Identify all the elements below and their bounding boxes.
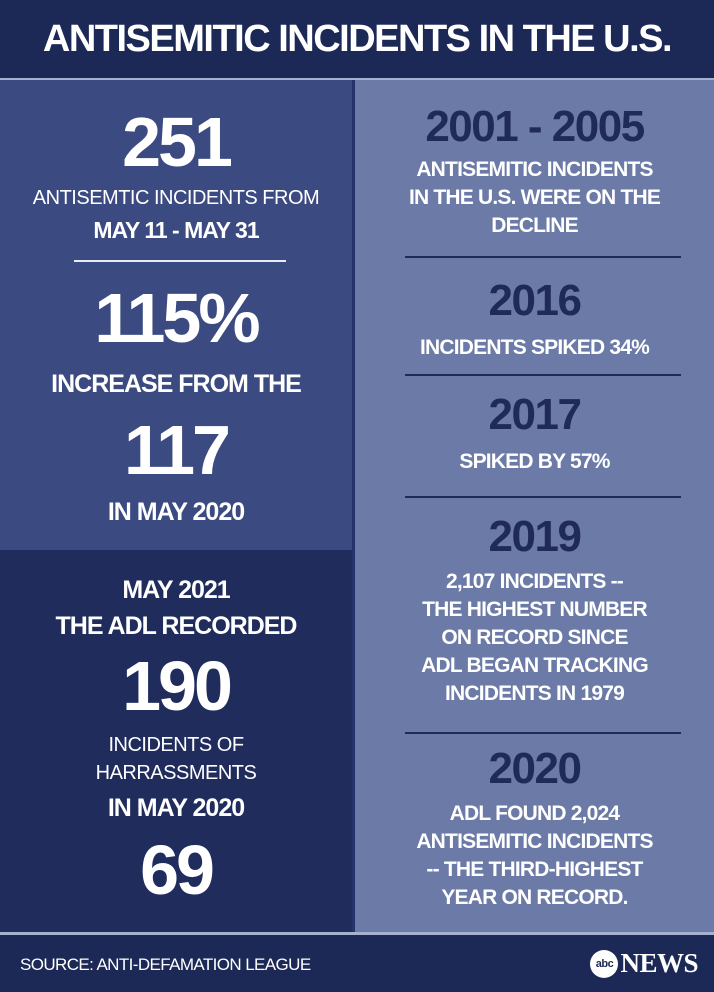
stat-divider: [74, 260, 286, 262]
abc-logo-icon: abc: [590, 949, 619, 978]
timeline-line: DECLINE: [491, 214, 578, 237]
header-divider: [0, 78, 714, 80]
timeline-year: 2019: [488, 512, 582, 561]
timeline-line: ADL FOUND 2,024: [449, 802, 620, 825]
page-title: ANTISEMITIC INCIDENTS IN THE U.S.: [42, 17, 673, 60]
timeline-year: 2016: [488, 276, 582, 325]
timeline-divider: [405, 256, 681, 258]
left-bottom-panel: MAY 2021 THE ADL RECORDED 190 INCIDENTS …: [0, 550, 352, 932]
news-wordmark: NEWS: [620, 948, 698, 978]
stat-251: 251: [122, 103, 233, 181]
stat-69: 69: [140, 831, 215, 909]
timeline-description: 2,107 INCIDENTS -- THE HIGHEST NUMBER ON…: [355, 568, 714, 708]
timeline-item: 2001 - 2005 ANTISEMITIC INCIDENTS IN THE…: [355, 102, 714, 240]
timeline-line: ANTISEMITIC INCIDENTS: [416, 158, 653, 181]
stat-115-percent: 115%: [94, 279, 260, 357]
timeline-divider: [405, 732, 681, 734]
in-may-2020-label: IN MAY 2020: [107, 794, 245, 822]
timeline-line: ANTISEMITIC INCIDENTS: [416, 830, 653, 853]
timeline-year: 2001 - 2005: [425, 102, 645, 151]
timeline-description: SPIKED BY 57%: [355, 448, 714, 476]
source-credit: SOURCE: ANTI-DEFAMATION LEAGUE: [20, 955, 311, 974]
timeline-line: SPIKED BY 57%: [459, 450, 610, 473]
timeline-line: ON RECORD SINCE: [441, 626, 628, 649]
timeline-description: ADL FOUND 2,024 ANTISEMITIC INCIDENTS --…: [355, 800, 714, 912]
timeline-year: 2020: [488, 744, 582, 793]
timeline-item: 2019 2,107 INCIDENTS -- THE HIGHEST NUMB…: [355, 512, 714, 708]
timeline-line: ADL BEGAN TRACKING: [421, 654, 649, 677]
timeline-description: ANTISEMITIC INCIDENTS IN THE U.S. WERE O…: [355, 156, 714, 240]
may-2021-heading: MAY 2021: [122, 576, 230, 604]
header-bar: ANTISEMITIC INCIDENTS IN THE U.S.: [0, 0, 714, 78]
stat-190: 190: [122, 647, 233, 725]
timeline-line: 2,107 INCIDENTS --: [446, 570, 624, 593]
timeline-divider: [405, 374, 681, 376]
stat-117-caption: IN MAY 2020: [107, 498, 245, 526]
timeline-line: -- THE THIRD-HIGHEST: [426, 858, 643, 881]
timeline-line: THE HIGHEST NUMBER: [422, 598, 648, 621]
timeline-panel: 2001 - 2005 ANTISEMITIC INCIDENTS IN THE…: [352, 80, 714, 932]
stat-251-caption: ANTISEMTIC INCIDENTS FROM: [32, 187, 320, 209]
timeline-line: INCIDENTS SPIKED 34%: [419, 336, 650, 359]
adl-recorded-heading: THE ADL RECORDED: [55, 612, 298, 640]
timeline-item: 2016 INCIDENTS SPIKED 34%: [355, 276, 714, 362]
timeline-item: 2020 ADL FOUND 2,024 ANTISEMITIC INCIDEN…: [355, 744, 714, 912]
stat-115-caption: INCREASE FROM THE: [51, 370, 302, 398]
timeline-year: 2017: [488, 390, 582, 439]
incidents-of-label: INCIDENTS OF: [108, 734, 244, 756]
timeline-line: INCIDENTS IN 1979: [445, 682, 625, 705]
abc-news-logo: abc NEWS: [590, 948, 698, 979]
timeline-item: 2017 SPIKED BY 57%: [355, 390, 714, 476]
timeline-divider: [405, 496, 681, 498]
footer-bar: SOURCE: ANTI-DEFAMATION LEAGUE abc NEWS: [0, 932, 714, 992]
timeline-line: YEAR ON RECORD.: [441, 886, 628, 909]
stat-117: 117: [124, 411, 231, 489]
timeline-description: INCIDENTS SPIKED 34%: [355, 334, 714, 362]
stat-251-date-range: MAY 11 - MAY 31: [93, 217, 259, 243]
timeline-line: IN THE U.S. WERE ON THE: [408, 186, 661, 209]
left-top-panel: 251 ANTISEMTIC INCIDENTS FROM MAY 11 - M…: [0, 80, 352, 550]
harrassments-label: HARRASSMENTS: [95, 762, 257, 784]
